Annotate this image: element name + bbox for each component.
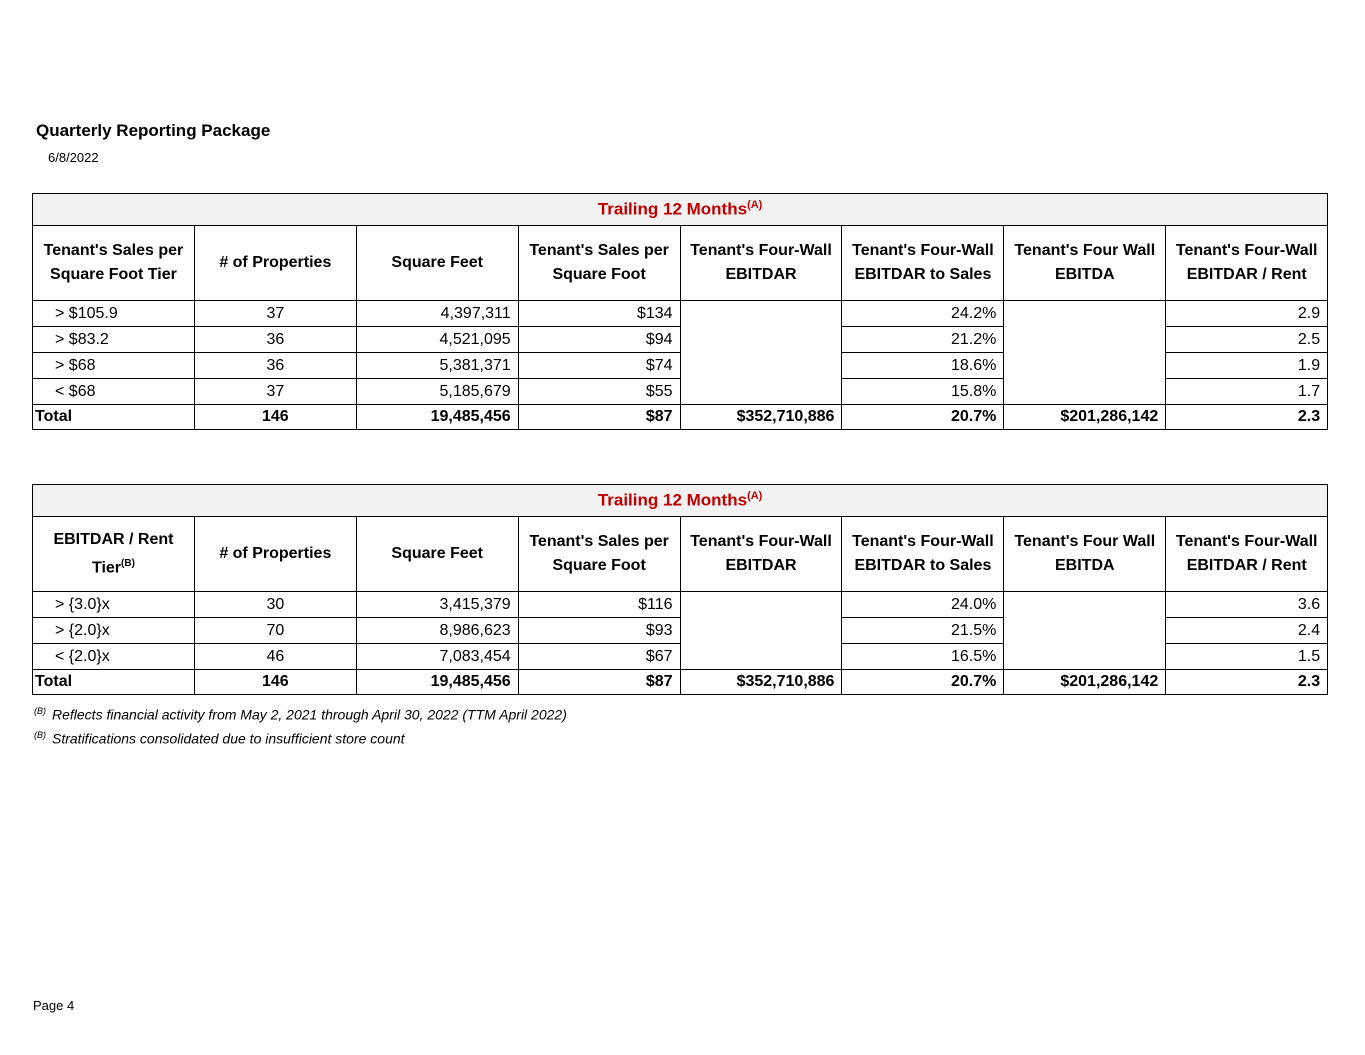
merged-empty-cell — [1003, 300, 1167, 405]
col-header: Tenant's Four-Wall EBITDAR — [679, 516, 843, 592]
merged-empty-cell — [679, 591, 843, 670]
table-row: > {2.0}x 70 8,986,623 $93 21.5% 2.4 — [32, 617, 1329, 644]
total-ratio: 20.7% — [841, 669, 1005, 695]
footnote: (B) Stratifications consolidated due to i… — [34, 730, 405, 747]
col-header: Tenant's Sales per Square Foot Tier — [32, 225, 195, 301]
sales-tier-table: Trailing 12 Months(A) Tenant's Sales per… — [31, 193, 1329, 430]
footnote: (B) Reflects financial activity from May … — [34, 706, 567, 723]
cell-ratio: 21.2% — [841, 326, 1005, 353]
total-ratio: 20.7% — [841, 404, 1005, 430]
col-header: Square Feet — [355, 516, 519, 592]
table-row: > $105.9 37 4,397,311 $134 24.2% 2.9 — [32, 300, 1329, 405]
total-ebitda: $201,286,142 — [1003, 669, 1167, 695]
cell-sqft: 8,986,623 — [355, 617, 519, 644]
page-number: Page 4 — [33, 998, 75, 1013]
cell-tier: > $83.2 — [32, 326, 195, 353]
cell-props: 37 — [193, 300, 357, 327]
merged-empty-cell — [679, 300, 843, 405]
table-row: < {2.0}x 46 7,083,454 $67 16.5% 1.5 — [32, 643, 1329, 670]
cell-spsf: $93 — [517, 617, 681, 644]
cell-sqft: 5,185,679 — [355, 378, 519, 405]
col-header: Tenant's Four Wall EBITDA — [1003, 225, 1167, 301]
cell-props: 36 — [193, 326, 357, 353]
cell-tier: > $68 — [32, 352, 195, 379]
rent-tier-table: Trailing 12 Months(A) EBITDAR / Rent Tie… — [31, 484, 1329, 695]
total-sqft: 19,485,456 — [355, 404, 519, 430]
merged-empty-cell — [1003, 591, 1167, 670]
total-ebitda: $201,286,142 — [1003, 404, 1167, 430]
cell-rent: 3.6 — [1165, 591, 1329, 618]
cell-sqft: 3,415,379 — [355, 591, 519, 618]
cell-spsf: $55 — [517, 378, 681, 405]
total-rent: 2.3 — [1165, 404, 1329, 430]
cell-rent: 1.7 — [1165, 378, 1329, 405]
total-ebitdar: $352,710,886 — [679, 404, 843, 430]
cell-spsf: $134 — [517, 300, 681, 327]
cell-sqft: 7,083,454 — [355, 643, 519, 670]
cell-tier: > {3.0}x — [32, 591, 195, 618]
cell-tier: < $68 — [32, 378, 195, 405]
cell-spsf: $67 — [517, 643, 681, 670]
cell-rent: 2.9 — [1165, 300, 1329, 327]
cell-ratio: 24.2% — [841, 300, 1005, 327]
cell-tier: > $105.9 — [32, 300, 195, 327]
col-header: Tenant's Four-Wall EBITDAR to Sales — [841, 516, 1005, 592]
col-header: # of Properties — [193, 516, 357, 592]
cell-rent: 2.5 — [1165, 326, 1329, 353]
cell-ratio: 21.5% — [841, 617, 1005, 644]
col-header: # of Properties — [193, 225, 357, 301]
table-header-row: Tenant's Sales per Square Foot Tier # of… — [32, 225, 1329, 301]
col-header: Tenant's Sales per Square Foot — [517, 516, 681, 592]
col-header: Square Feet — [355, 225, 519, 301]
report-date: 6/8/2022 — [48, 150, 99, 165]
cell-props: 36 — [193, 352, 357, 379]
cell-ratio: 15.8% — [841, 378, 1005, 405]
total-row: Total 146 19,485,456 $87 $352,710,886 20.7% $2… — [32, 669, 1329, 695]
col-header: Tenant's Four Wall EBITDA — [1003, 516, 1167, 592]
total-rent: 2.3 — [1165, 669, 1329, 695]
table-band: Trailing 12 Months(A) — [31, 193, 1329, 226]
total-ebitdar: $352,710,886 — [679, 669, 843, 695]
total-label: Total — [32, 404, 195, 430]
col-header: Tenant's Four-Wall EBITDAR / Rent — [1165, 225, 1329, 301]
table-row: < $68 37 5,185,679 $55 15.8% 1.7 — [32, 378, 1329, 405]
cell-props: 70 — [193, 617, 357, 644]
cell-sqft: 5,381,371 — [355, 352, 519, 379]
total-props: 146 — [193, 404, 357, 430]
total-spsf: $87 — [517, 669, 681, 695]
cell-props: 46 — [193, 643, 357, 670]
cell-sqft: 4,521,095 — [355, 326, 519, 353]
cell-props: 30 — [193, 591, 357, 618]
cell-ratio: 18.6% — [841, 352, 1005, 379]
cell-sqft: 4,397,311 — [355, 300, 519, 327]
cell-spsf: $74 — [517, 352, 681, 379]
cell-ratio: 16.5% — [841, 643, 1005, 670]
table-row: > $83.2 36 4,521,095 $94 21.2% 2.5 — [32, 326, 1329, 353]
total-spsf: $87 — [517, 404, 681, 430]
total-sqft: 19,485,456 — [355, 669, 519, 695]
total-row: Total 146 19,485,456 $87 $352,710,886 20.7% $2… — [32, 404, 1329, 430]
col-header: Tenant's Four-Wall EBITDAR — [679, 225, 843, 301]
col-header: Tenant's Four-Wall EBITDAR / Rent — [1165, 516, 1329, 592]
cell-tier: < {2.0}x — [32, 643, 195, 670]
table-row: > $68 36 5,381,371 $74 18.6% 1.9 — [32, 352, 1329, 379]
table-header-row: EBITDAR / Rent Tier(B) # of Properties S… — [32, 516, 1329, 592]
col-header: EBITDAR / Rent Tier(B) — [32, 516, 195, 592]
table-band: Trailing 12 Months(A) — [31, 484, 1329, 517]
cell-rent: 2.4 — [1165, 617, 1329, 644]
cell-rent: 1.9 — [1165, 352, 1329, 379]
report-title: Quarterly Reporting Package — [36, 121, 271, 140]
cell-props: 37 — [193, 378, 357, 405]
col-header: Tenant's Sales per Square Foot — [517, 225, 681, 301]
cell-tier: > {2.0}x — [32, 617, 195, 644]
cell-rent: 1.5 — [1165, 643, 1329, 670]
cell-ratio: 24.0% — [841, 591, 1005, 618]
cell-spsf: $116 — [517, 591, 681, 618]
total-label: Total — [32, 669, 195, 695]
table-row: > {3.0}x 30 3,415,379 $116 24.0% 3.6 — [32, 591, 1329, 670]
col-header: Tenant's Four-Wall EBITDAR to Sales — [841, 225, 1005, 301]
total-props: 146 — [193, 669, 357, 695]
cell-spsf: $94 — [517, 326, 681, 353]
